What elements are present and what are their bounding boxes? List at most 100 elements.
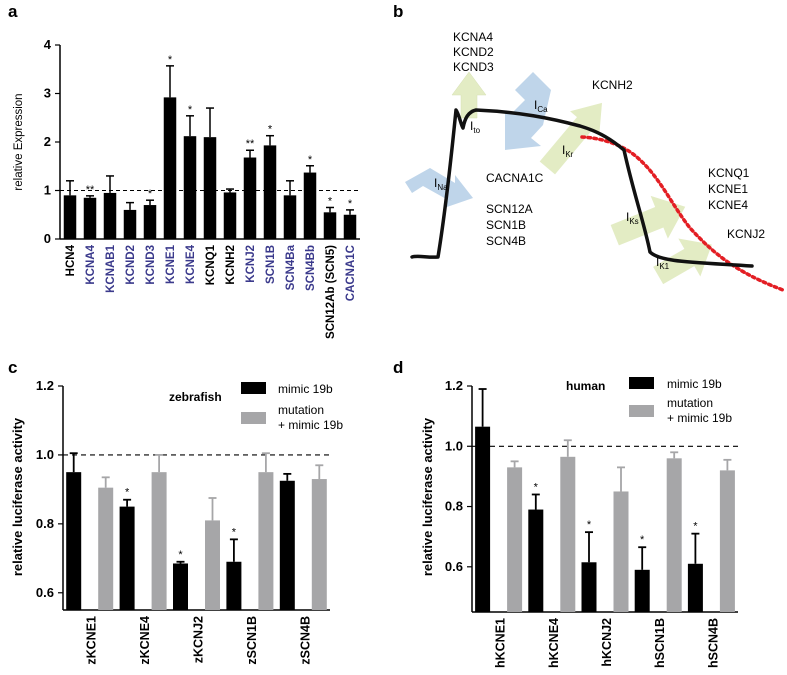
y-tick-label: 1.2 [445, 378, 463, 393]
bar [163, 97, 177, 239]
bar [173, 563, 188, 610]
legend-swatch-mimic [241, 382, 266, 394]
x-tick-label: KCNJ2 [245, 245, 257, 283]
y-tick-label: 4 [44, 37, 52, 52]
ica-current-arrow [505, 72, 551, 150]
x-tick-label: zKCNJ2 [192, 616, 206, 663]
x-tick-label: zSCN1B [245, 616, 259, 665]
bar [507, 467, 523, 612]
legend-label-mutation-d: mutation [667, 396, 713, 410]
significance-marker: ** [246, 138, 255, 150]
bar [223, 192, 237, 239]
bar [311, 479, 327, 610]
ikr-gene-1: KCNH2 [592, 78, 633, 92]
bar [613, 491, 629, 612]
x-tick-label: hSCN4B [706, 618, 720, 668]
y-tick-label: 3 [44, 86, 51, 101]
bar [528, 509, 544, 612]
significance-marker: * [178, 549, 183, 561]
zebrafish-title: zebrafish [169, 390, 222, 404]
zebrafish-x-labels: zKCNE1 zKCNE4 zKCNJ2 zSCN1B zSCN4B [85, 616, 313, 665]
ina-gene-1: SCN12A [486, 202, 533, 216]
legend-label-mutation-d-2: + mimic 19b [667, 411, 732, 425]
bar [303, 172, 317, 239]
zebrafish-y-axis-label: relative luciferase activity [10, 417, 25, 576]
bar [66, 472, 82, 610]
iks-gene-2: KCNE1 [708, 182, 748, 196]
x-tick-label: KCNQ1 [205, 244, 217, 285]
significance-marker: * [693, 521, 698, 533]
iks-current-arrow [610, 195, 686, 246]
x-tick-label: KCNE1 [165, 244, 177, 284]
x-tick-label: zSCN4B [298, 616, 312, 665]
significance-marker: ** [86, 184, 95, 196]
x-tick-label: SCN4Bb [305, 245, 317, 291]
bar [103, 192, 117, 239]
significance-marker: * [232, 526, 237, 538]
zebrafish-y-ticks: 0.6 0.8 1.0 1.2 [36, 378, 63, 600]
y-tick-label: 0.6 [36, 585, 54, 600]
x-tick-label: SCN1B [265, 245, 277, 284]
x-tick-label: SCN4Ba [285, 244, 297, 290]
x-tick-label: hKCNE1 [494, 618, 508, 668]
bar [98, 487, 114, 610]
ito-gene-3: KCND3 [453, 60, 494, 74]
panel-label-b: b [393, 2, 403, 21]
x-tick-label: hSCN1B [653, 618, 667, 668]
bar [83, 197, 97, 239]
bar [143, 205, 157, 239]
y-tick-label: 0 [44, 231, 51, 246]
significance-marker: * [640, 534, 645, 546]
bar [475, 426, 491, 612]
bar [203, 137, 217, 239]
human-title: human [566, 379, 605, 393]
zebrafish-bars [66, 472, 327, 610]
significance-marker: * [125, 487, 130, 499]
ik1-label: IK1 [656, 255, 670, 271]
ikr-label: IKr [562, 143, 574, 159]
zebrafish-luciferase-chart: 0.6 0.8 1.0 1.2 * * * zKCNE1 zKCNE4 zKCNJ2 zSCN1… [10, 378, 343, 665]
legend-label-mutation: mutation [278, 403, 324, 417]
bar [343, 214, 357, 239]
significance-marker: * [587, 519, 592, 531]
zebrafish-significance: * * * [125, 487, 237, 561]
bar [63, 195, 77, 239]
human-luciferase-chart: 0.6 0.8 1.0 1.2 * * * * hKCNE1 hKCNE4 hKCNJ2 hSCN… [420, 377, 738, 668]
expression-y-ticks: 0 1 2 3 4 [44, 37, 60, 246]
expression-bars [63, 97, 357, 239]
y-tick-label: 0.8 [445, 499, 463, 514]
ina-label: INa [434, 176, 448, 192]
significance-marker: * [188, 104, 193, 116]
bar [151, 472, 167, 610]
expression-error-bars [66, 65, 354, 215]
bar [205, 520, 220, 610]
panel-label-a: a [8, 2, 18, 21]
legend-swatch-mutation [241, 412, 266, 424]
action-potential-trace [410, 108, 754, 268]
panel-label-d: d [393, 358, 403, 377]
ina-current-arrow [405, 168, 473, 208]
legend-label-mimic: mimic 19b [278, 382, 333, 396]
significance-marker: * [328, 195, 333, 207]
bar [283, 195, 297, 239]
y-tick-label: 0.8 [36, 516, 54, 531]
bar [323, 212, 337, 239]
bar [243, 157, 257, 239]
x-tick-label: HCN4 [65, 244, 77, 276]
x-tick-label: KCNH2 [225, 245, 237, 285]
ica-label: ICa [534, 98, 548, 114]
x-tick-label: KCNE4 [185, 244, 197, 284]
x-tick-label: zKCNE1 [85, 616, 99, 665]
ito-current-arrow [451, 71, 487, 119]
ina-gene-2: SCN1B [486, 218, 526, 232]
significance-marker: * [168, 54, 173, 66]
expression-y-axis-label: relative Expression [13, 93, 25, 190]
legend-swatch-mutation-d [629, 405, 654, 417]
bar [581, 562, 597, 612]
ica-gene-1: CACNA1C [486, 171, 544, 185]
y-tick-label: 2 [44, 134, 51, 149]
y-tick-label: 0.6 [445, 559, 463, 574]
legend-swatch-mimic-d [629, 377, 654, 389]
